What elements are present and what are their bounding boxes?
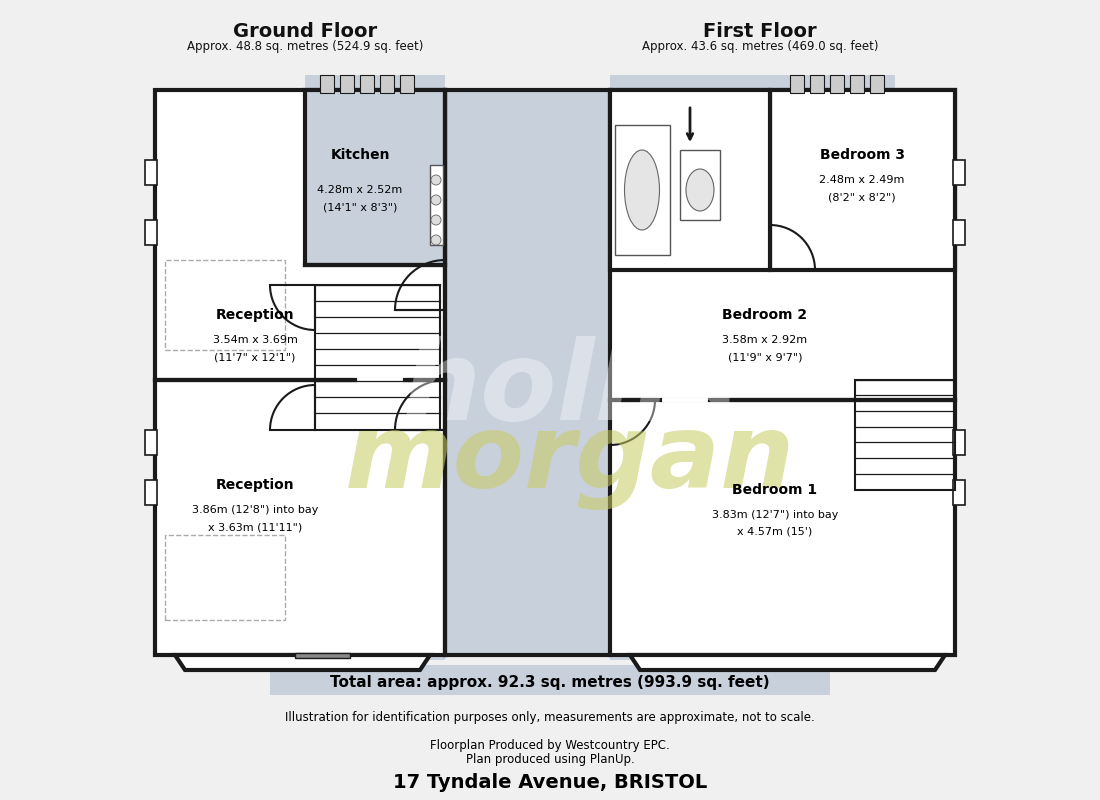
Bar [360,75,374,93]
Bar [295,653,350,658]
Text: Approx. 43.6 sq. metres (469.0 sq. feet): Approx. 43.6 sq. metres (469.0 sq. feet) [641,40,878,53]
Text: (14'1" x 8'3"): (14'1" x 8'3") [322,202,397,212]
Bar [870,75,884,93]
Text: Total area: approx. 92.3 sq. metres (993.9 sq. feet): Total area: approx. 92.3 sq. metres (993… [330,674,770,690]
Text: morgan: morgan [345,410,795,510]
Circle shape [431,195,441,205]
Bar [430,165,443,245]
Text: 4.28m x 2.52m: 4.28m x 2.52m [318,185,403,195]
Bar [610,75,895,660]
Bar [770,90,955,270]
Text: 2.48m x 2.49m: 2.48m x 2.49m [820,175,904,185]
Text: Bedroom 2: Bedroom 2 [723,308,807,322]
Bar [953,430,965,455]
Bar [830,75,844,93]
Bar [615,125,670,255]
Bar [810,75,824,93]
Polygon shape [175,655,430,670]
Text: x 3.63m (11'11"): x 3.63m (11'11") [208,522,302,532]
Circle shape [431,175,441,185]
Bar [320,75,334,93]
Bar [610,90,955,655]
Text: (11'7" x 12'1"): (11'7" x 12'1") [214,352,296,362]
Bar [855,380,955,490]
Bar [305,75,446,660]
Text: Ground Floor: Ground Floor [233,22,377,41]
Bar [680,150,720,220]
Text: Illustration for identification purposes only, measurements are approximate, not: Illustration for identification purposes… [285,711,815,725]
Bar [610,90,770,270]
Text: (8'2" x 8'2"): (8'2" x 8'2") [828,192,895,202]
Bar [315,285,440,430]
Bar [165,535,285,620]
Text: Plan produced using PlanUp.: Plan produced using PlanUp. [465,754,635,766]
Text: 3.54m x 3.69m: 3.54m x 3.69m [212,335,297,345]
Ellipse shape [625,150,660,230]
Text: Reception: Reception [216,478,295,492]
Bar [790,75,804,93]
Bar [446,90,611,655]
Bar [145,160,157,185]
Bar [953,160,965,185]
Bar [165,260,285,350]
Bar [953,220,965,245]
Polygon shape [630,655,945,670]
Bar [145,430,157,455]
Text: 17 Tyndale Avenue, BRISTOL: 17 Tyndale Avenue, BRISTOL [393,774,707,793]
Bar [270,665,830,695]
Text: Bedroom 1: Bedroom 1 [733,483,817,497]
Text: 3.86m (12'8") into bay: 3.86m (12'8") into bay [191,505,318,515]
Text: Bedroom 3: Bedroom 3 [820,148,904,162]
Bar [850,75,864,93]
Text: hollis: hollis [402,337,738,443]
Text: 3.58m x 2.92m: 3.58m x 2.92m [723,335,807,345]
Bar [953,480,965,505]
Ellipse shape [686,169,714,211]
Text: Floorplan Produced by Westcountry EPC.: Floorplan Produced by Westcountry EPC. [430,738,670,751]
Circle shape [431,215,441,225]
Text: Reception: Reception [216,308,295,322]
Bar [145,220,157,245]
Bar [400,75,414,93]
Bar [305,90,446,265]
Text: 3.83m (12'7") into bay: 3.83m (12'7") into bay [712,510,838,520]
Text: First Floor: First Floor [703,22,817,41]
Text: x 4.57m (15'): x 4.57m (15') [737,527,813,537]
Text: (11'9" x 9'7"): (11'9" x 9'7") [728,352,802,362]
Bar [379,75,394,93]
Text: Kitchen: Kitchen [330,148,389,162]
Bar [155,90,446,655]
Bar [340,75,354,93]
Text: Approx. 48.8 sq. metres (524.9 sq. feet): Approx. 48.8 sq. metres (524.9 sq. feet) [187,40,424,53]
Bar [145,480,157,505]
Circle shape [431,235,441,245]
